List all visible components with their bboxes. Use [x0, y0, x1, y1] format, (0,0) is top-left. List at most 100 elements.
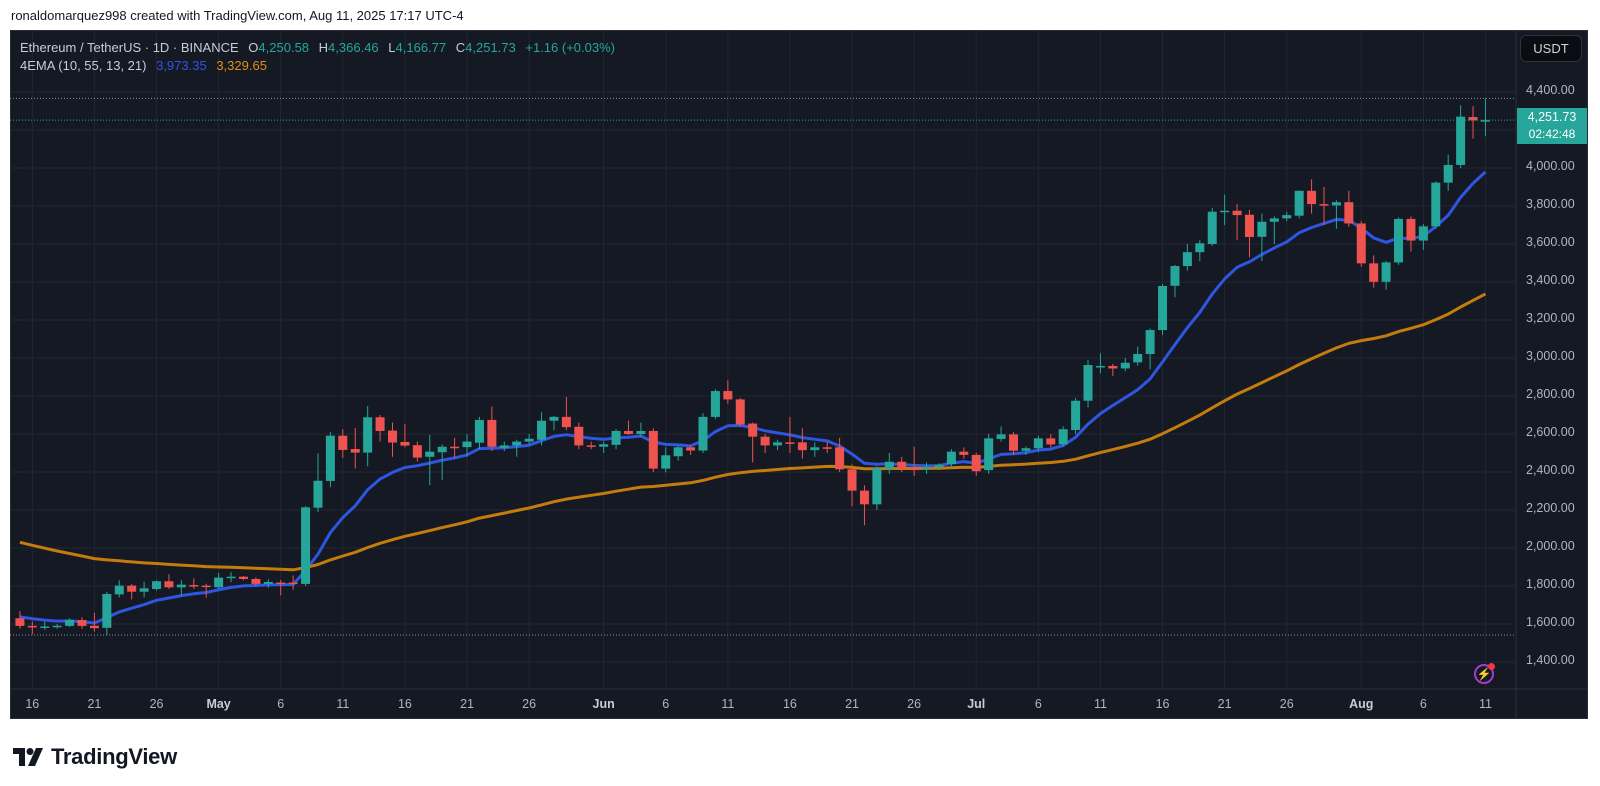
candle-up	[1480, 98, 1490, 137]
candle-body	[897, 461, 907, 469]
candle-body	[1182, 252, 1192, 267]
candle-up	[1058, 426, 1068, 447]
candle-body	[1319, 204, 1329, 206]
candle-body	[425, 451, 435, 457]
candle-body	[1095, 365, 1105, 368]
ema-10-line	[19, 170, 1487, 625]
candle-down	[847, 464, 857, 507]
candle-up	[425, 434, 435, 486]
candle-body	[710, 391, 720, 417]
candle-up	[1195, 240, 1205, 262]
candle-body	[835, 447, 845, 470]
candle-body	[363, 417, 373, 453]
candle-body	[313, 480, 323, 508]
candle-up	[152, 580, 162, 591]
price-axis-label: 2,200.00	[1526, 501, 1575, 515]
candle-up	[1095, 353, 1105, 374]
candle-body	[1244, 214, 1254, 237]
candle-down	[288, 575, 298, 590]
candle-down	[388, 422, 397, 457]
candle-up	[313, 453, 323, 512]
price-axis-label: 1,400.00	[1526, 653, 1575, 667]
chart-credit: ronaldomarquez998 created with TradingVi…	[11, 8, 464, 23]
candle-body	[1207, 211, 1217, 244]
candle-body	[1232, 210, 1242, 216]
tradingview-logo: TradingView	[13, 744, 177, 770]
candle-body	[164, 581, 174, 588]
time-axis-label: 21	[845, 697, 859, 711]
candle-down	[561, 396, 571, 431]
time-axis-label: 26	[1279, 697, 1294, 711]
candle-body	[859, 490, 869, 505]
candle-body	[934, 464, 944, 468]
candle-down	[1344, 190, 1354, 227]
candle-body	[350, 449, 360, 453]
candle-down	[400, 423, 410, 448]
price-axis-label: 1,600.00	[1526, 615, 1575, 629]
candle-body	[1480, 120, 1490, 122]
candle-body	[847, 469, 857, 491]
candle-up	[1257, 213, 1267, 262]
candle-body	[1170, 266, 1180, 286]
time-axis-label: 11	[1093, 697, 1107, 711]
candle-body	[984, 438, 994, 471]
time-axis-label: May	[206, 697, 231, 711]
time-axis-label: 6	[1419, 697, 1427, 711]
candle-down	[835, 437, 845, 472]
candle-up	[114, 580, 124, 598]
candle-body	[65, 620, 75, 626]
candle-up	[946, 449, 956, 469]
candle-body	[238, 576, 248, 579]
candle-up	[1431, 181, 1441, 229]
candle-down	[412, 441, 422, 462]
candle-body	[1257, 221, 1267, 237]
candlestick-chart[interactable]	[10, 30, 1588, 719]
candle-body	[1381, 262, 1391, 282]
candle-body	[301, 507, 311, 584]
currency-button[interactable]: USDT	[1520, 35, 1582, 62]
indicator-title[interactable]: 4EMA (10, 55, 13, 21)	[20, 58, 147, 73]
candle-up	[1331, 200, 1341, 229]
candle-down	[487, 406, 497, 452]
candle-up	[65, 618, 75, 627]
last-price-label: 4,251.73 02:42:48	[1517, 108, 1587, 144]
candle-down	[797, 428, 807, 459]
candle-body	[325, 435, 335, 481]
candle-body	[226, 576, 236, 579]
candle-body	[462, 441, 472, 448]
price-axis-label: 3,000.00	[1526, 349, 1575, 363]
candle-body	[499, 445, 509, 448]
candle-body	[189, 585, 199, 587]
symbol-title[interactable]: Ethereum / TetherUS · 1D · BINANCE	[20, 40, 239, 55]
candle-body	[760, 436, 770, 446]
candle-body	[1108, 365, 1118, 369]
lightning-bolt-icon[interactable]: ⚡	[1474, 663, 1495, 684]
candle-body	[1331, 202, 1341, 206]
candle-up	[139, 581, 149, 598]
candle-body	[1307, 190, 1317, 205]
candle-body	[487, 419, 497, 447]
candle-body	[686, 447, 696, 451]
candle-up	[214, 572, 224, 589]
candle-body	[276, 582, 286, 585]
candle-down	[251, 577, 261, 586]
candle-body	[698, 416, 708, 451]
price-axis-label: 2,800.00	[1526, 387, 1575, 401]
candle-body	[15, 618, 25, 626]
candle-down	[338, 429, 348, 458]
candle-up	[636, 422, 646, 437]
candle-body	[1369, 263, 1379, 282]
candle-down	[1244, 209, 1254, 258]
time-axis-label: 16	[25, 697, 40, 711]
candle-body	[1220, 210, 1230, 213]
candle-body	[114, 585, 124, 595]
candle-down	[785, 416, 795, 453]
candle-down	[1108, 363, 1118, 377]
candle-up	[1158, 283, 1168, 336]
candle-up	[934, 463, 944, 471]
candle-body	[996, 434, 1006, 439]
candle-up	[1133, 346, 1143, 366]
candle-up	[176, 580, 186, 596]
candle-down	[723, 380, 733, 404]
close-label: C	[455, 40, 466, 55]
